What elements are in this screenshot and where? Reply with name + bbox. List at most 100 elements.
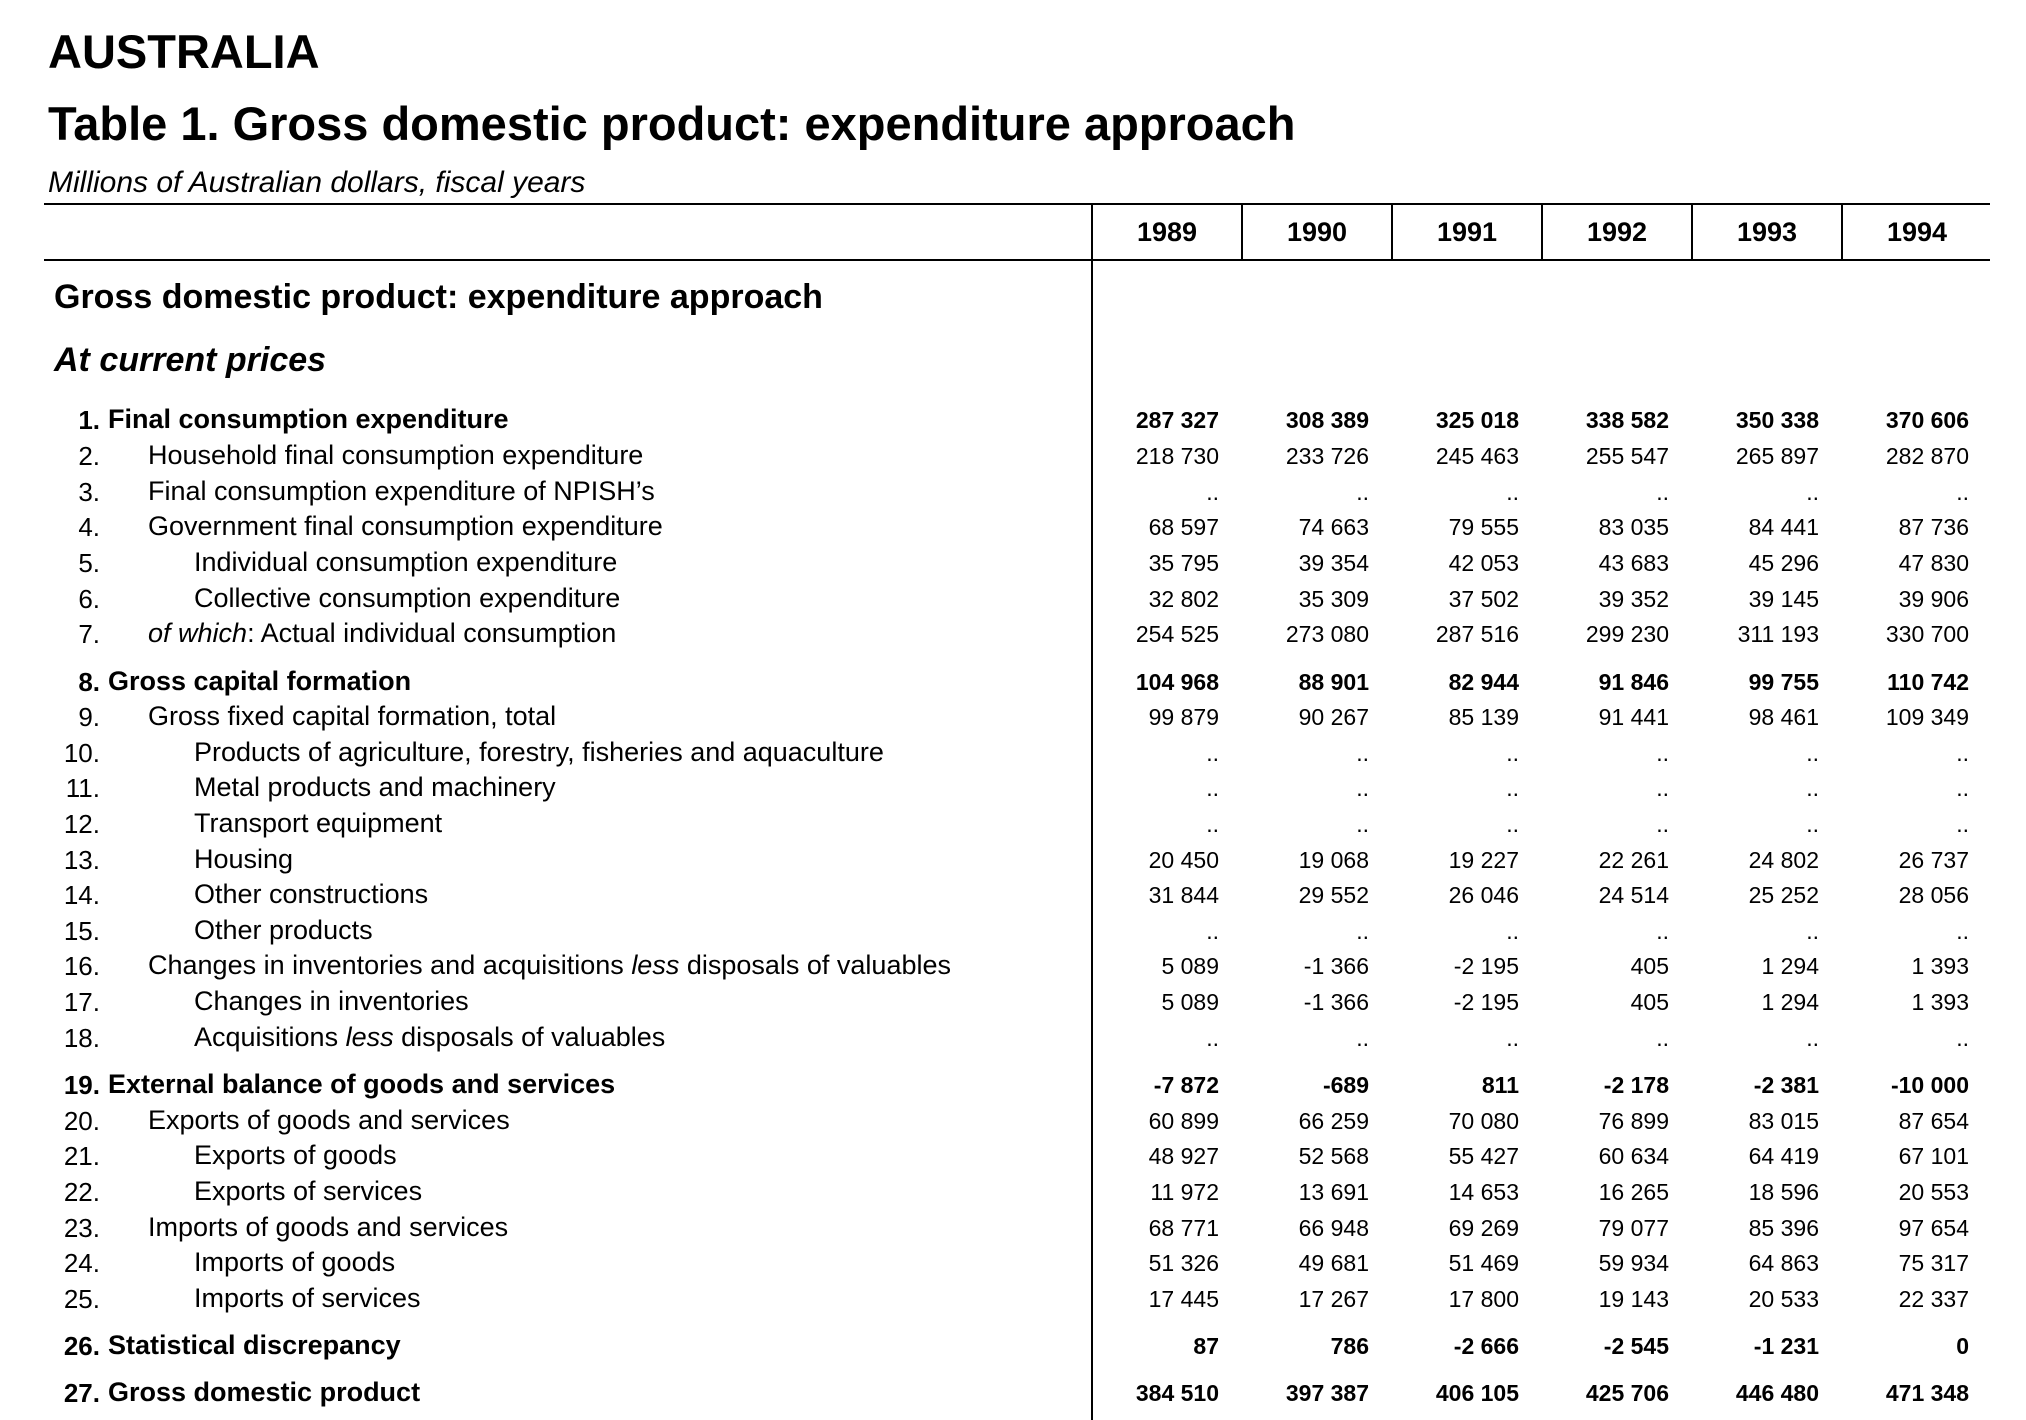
section-title: Gross domestic product: expenditure appr…: [54, 278, 823, 316]
table-cell: 83 035: [1598, 514, 1669, 540]
table-cell: ..: [1656, 775, 1669, 801]
table-cell: 308 389: [1285, 407, 1369, 433]
table-cell: 104 968: [1135, 669, 1219, 695]
table-cell: ..: [1506, 811, 1519, 837]
table-cell: 37 502: [1448, 586, 1519, 612]
row-label: Gross domestic product: [108, 1377, 420, 1408]
table-cell: 1 294: [1761, 989, 1819, 1015]
row-number: 12.: [63, 809, 100, 839]
table-cell: 42 053: [1448, 550, 1519, 576]
table-cell: ..: [1956, 811, 1969, 837]
row-number: 18.: [63, 1023, 100, 1053]
table-cell: 255 547: [1585, 443, 1669, 469]
table-cell: 19 068: [1298, 847, 1369, 873]
row-number: 5.: [78, 548, 100, 578]
table-cell: 91 846: [1598, 669, 1669, 695]
header-top-rule: [44, 203, 1990, 205]
table-cell: ..: [1806, 740, 1819, 766]
table-cell: 446 480: [1735, 1380, 1819, 1406]
row-label: Individual consumption expenditure: [194, 547, 617, 578]
table-cell: ..: [1206, 811, 1219, 837]
table-cell: 47 830: [1898, 550, 1969, 576]
table-cell: ..: [1356, 775, 1369, 801]
table-cell: 39 352: [1598, 586, 1669, 612]
table-cell: 79 077: [1598, 1215, 1669, 1241]
table-cell: 17 800: [1448, 1286, 1519, 1312]
table-cell: 51 326: [1148, 1250, 1219, 1276]
table-cell: 29 552: [1298, 882, 1369, 908]
row-label-text: Other constructions: [194, 879, 429, 909]
row-number: 7.: [78, 619, 100, 649]
table-cell: 1 294: [1761, 953, 1819, 979]
table-cell: 60 899: [1148, 1108, 1219, 1134]
table-cell: 406 105: [1435, 1380, 1519, 1406]
row-label-text: Metal products and machinery: [194, 772, 556, 802]
table-cell: 330 700: [1885, 621, 1969, 647]
table-cell: 45 296: [1748, 550, 1819, 576]
table-cell: -1 231: [1753, 1333, 1819, 1359]
row-label: Changes in inventories: [194, 986, 469, 1017]
subsection-title: At current prices: [54, 341, 327, 379]
table-cell: 254 525: [1135, 621, 1219, 647]
table-cell: 66 259: [1298, 1108, 1369, 1134]
table-cell: ..: [1956, 1025, 1969, 1051]
table-cell: 43 683: [1598, 550, 1669, 576]
row-label-text: Exports of goods: [194, 1140, 397, 1170]
row-label-text: Collective consumption expenditure: [194, 583, 621, 613]
table-cell: ..: [1506, 479, 1519, 505]
table-cell: ..: [1506, 1025, 1519, 1051]
table-cell: ..: [1656, 811, 1669, 837]
row-label: Household final consumption expenditure: [148, 440, 643, 471]
table-cell: -689: [1322, 1072, 1369, 1098]
table-cell: 22 261: [1598, 847, 1669, 873]
row-label-text: Changes in inventories: [194, 986, 469, 1016]
table-cell: 14 653: [1448, 1179, 1519, 1205]
row-label-text: Imports of goods: [194, 1247, 396, 1277]
table-cell: 22 337: [1898, 1286, 1969, 1312]
table-cell: 17 445: [1148, 1286, 1219, 1312]
table-cell: 68 771: [1148, 1215, 1219, 1241]
row-number: 15.: [63, 916, 100, 946]
row-label-text: Government final consumption expenditure: [148, 511, 663, 541]
row-number: 14.: [63, 880, 100, 910]
row-label: Final consumption expenditure: [108, 404, 509, 435]
table-cell: -7 872: [1153, 1072, 1219, 1098]
year-divider-5: [1841, 203, 1843, 260]
table-cell: 87 736: [1898, 514, 1969, 540]
table-cell: 85 396: [1748, 1215, 1819, 1241]
table-cell: 32 802: [1148, 586, 1219, 612]
table-cell: 52 568: [1298, 1143, 1369, 1169]
row-label-text: Final consumption expenditure of NPISH’s: [148, 476, 655, 506]
table-cell: ..: [1956, 479, 1969, 505]
row-label: Acquisitions less disposals of valuables: [194, 1022, 665, 1053]
row-number: 4.: [78, 512, 100, 542]
table-cell: 11 972: [1150, 1179, 1219, 1205]
table-cell: 25 252: [1748, 882, 1819, 908]
table-cell: 60 634: [1598, 1143, 1669, 1169]
table-cell: 17 267: [1298, 1286, 1369, 1312]
row-number: 1.: [78, 405, 100, 435]
row-number: 2.: [78, 441, 100, 471]
row-label: Collective consumption expenditure: [194, 583, 620, 614]
table-cell: 87: [1193, 1333, 1219, 1359]
table-cell: ..: [1806, 1025, 1819, 1051]
row-label: Metal products and machinery: [194, 772, 556, 803]
table-cell: 76 899: [1598, 1108, 1669, 1134]
table-cell: 69 269: [1448, 1215, 1519, 1241]
table-cell: 88 901: [1298, 669, 1369, 695]
table-cell: ..: [1806, 811, 1819, 837]
year-header: 1992: [1586, 217, 1648, 247]
row-label-text: Acquisitions: [194, 1022, 346, 1052]
table-cell: 74 663: [1298, 514, 1369, 540]
table-cell: ..: [1506, 775, 1519, 801]
row-label: Government final consumption expenditure: [148, 511, 663, 542]
table-cell: 299 230: [1585, 621, 1669, 647]
year-divider-4: [1691, 203, 1693, 260]
table-cell: 471 348: [1885, 1380, 1969, 1406]
table-cell: 35 309: [1298, 586, 1369, 612]
row-label-text: Household final consumption expenditure: [148, 440, 644, 470]
row-label-text: Housing: [194, 844, 294, 874]
table-cell: -10 000: [1890, 1072, 1969, 1098]
table-cell: ..: [1206, 1025, 1219, 1051]
row-label-text: Other products: [194, 915, 373, 945]
